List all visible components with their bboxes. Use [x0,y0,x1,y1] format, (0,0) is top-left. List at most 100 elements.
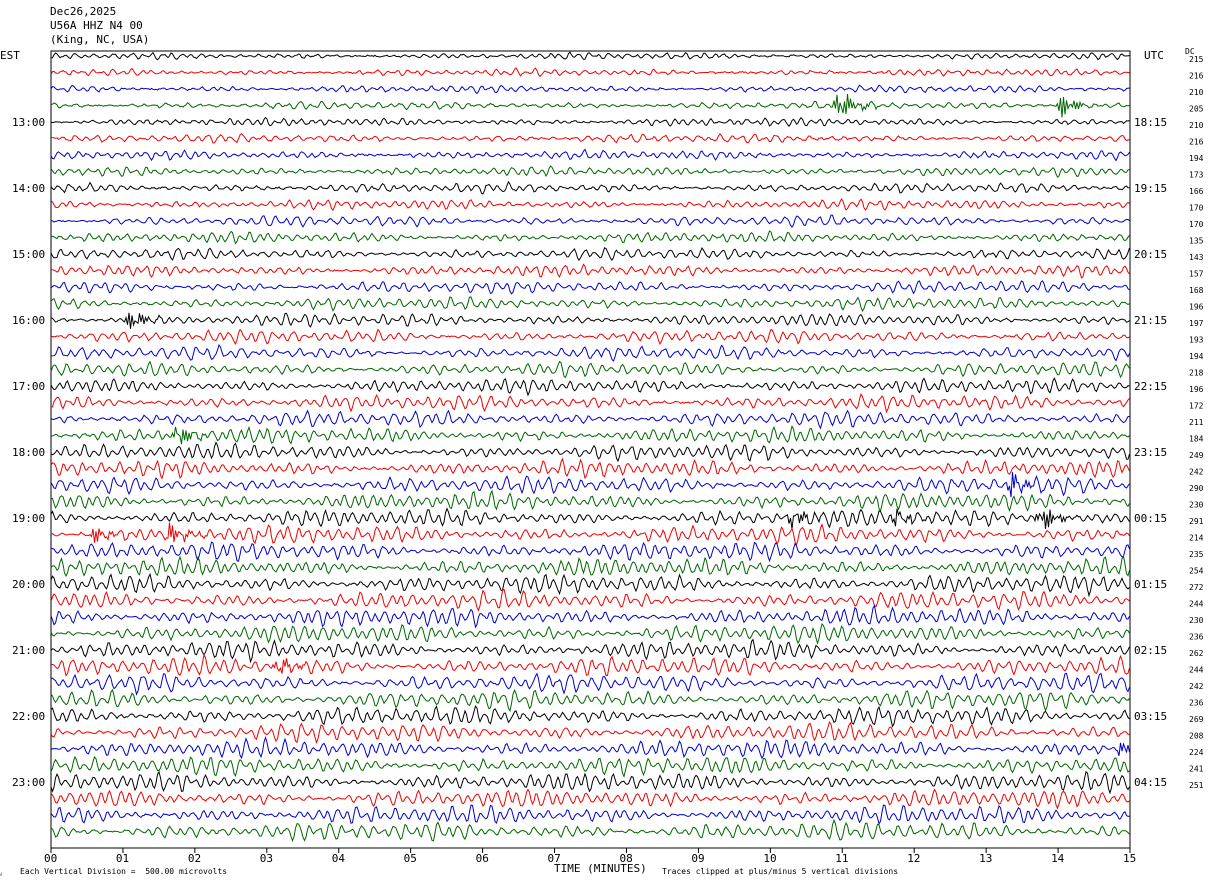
dc-offset-value: 184 [1189,435,1204,444]
trace-line [50,409,1130,430]
trace-line [50,425,1130,445]
dc-offset-value: 168 [1189,286,1204,295]
dc-offset-value: 135 [1189,237,1204,246]
dc-offset-value: 210 [1189,88,1204,97]
dc-offset-value: 242 [1189,468,1204,477]
dc-offset-value: 173 [1189,171,1204,180]
x-tick-label: 13 [979,852,992,865]
left-timezone-label: EST [0,49,20,62]
dc-offset-value: 197 [1189,319,1204,328]
dc-offset-value: 215 [1189,55,1204,64]
trace-line [50,67,1130,78]
x-tick-label: 12 [907,852,920,865]
x-tick-label: 07 [548,852,561,865]
trace-line [50,116,1130,128]
right-hour-label: 04:15 [1134,776,1167,789]
left-hour-label: 13:00 [12,116,45,129]
dc-offset-value: 216 [1189,138,1204,147]
trace-line [50,735,1130,760]
trace-line [50,133,1130,144]
x-tick-label: 00 [44,852,57,865]
dc-offset-value: 193 [1189,336,1204,345]
right-hour-label: 22:15 [1134,380,1167,393]
dc-offset-value: 236 [1189,633,1204,642]
trace-line [50,804,1130,825]
dc-offset-value: 218 [1189,369,1204,378]
trace-line [50,755,1130,778]
left-hour-label: 20:00 [12,578,45,591]
trace-line [50,818,1130,843]
dc-offset-value: 194 [1189,352,1204,361]
dc-offset-value: 196 [1189,385,1204,394]
dc-offset-value: 269 [1189,715,1204,724]
left-hour-label: 22:00 [12,710,45,723]
right-hour-label: 20:15 [1134,248,1167,261]
dc-offset-value: 170 [1189,220,1204,229]
dc-offset-value: 249 [1189,451,1204,460]
left-hour-label: 21:00 [12,644,45,657]
trace-line [50,507,1130,530]
dc-offset-value: 230 [1189,501,1204,510]
trace-line [50,441,1130,463]
dc-offset-value: 208 [1189,732,1204,741]
left-hour-label: 18:00 [12,446,45,459]
x-tick-label: 01 [116,852,129,865]
dc-offset-value: 216 [1189,72,1204,81]
x-tick-label: 08 [619,852,632,865]
dc-column-label: DC [1185,47,1195,56]
dc-offset-value: 157 [1189,270,1204,279]
trace-group [50,51,1130,843]
trace-line [50,263,1130,279]
dc-offset-value: 262 [1189,649,1204,658]
footer-icon: ⁁ [0,867,2,876]
trace-line [50,230,1130,245]
right-timezone-label: UTC [1144,49,1164,62]
right-hour-label: 23:15 [1134,446,1167,459]
clip-note: Traces clipped at plus/minus 5 vertical … [662,867,899,876]
left-hour-label: 17:00 [12,380,45,393]
trace-line [50,522,1130,547]
trace-line [50,148,1130,162]
dc-offset-value: 290 [1189,484,1204,493]
dc-offset-value: 214 [1189,534,1204,543]
trace-line [50,688,1130,713]
dc-offset-value: 143 [1189,253,1204,262]
trace-line [50,51,1130,61]
trace-line [50,344,1130,362]
x-tick-label: 09 [691,852,704,865]
trace-line [50,770,1130,795]
left-hour-label: 15:00 [12,248,45,261]
dc-offset-value: 251 [1189,781,1204,790]
x-tick-label: 02 [188,852,201,865]
dc-offset-value: 244 [1189,600,1204,609]
trace-line [50,554,1130,578]
trace-line [51,541,1130,563]
trace-line [50,622,1130,645]
trace-line [50,588,1130,612]
trace-line [50,472,1130,498]
x-tick-label: 03 [260,852,273,865]
dc-offset-value: 230 [1189,616,1204,625]
trace-line [50,604,1130,629]
x-tick-label: 10 [763,852,776,865]
dc-offset-value: 172 [1189,402,1204,411]
dc-offset-value: 196 [1189,303,1204,312]
dc-offset-value: 244 [1189,666,1204,675]
station-id: U56A HHZ N4 00 [50,19,143,32]
scale-note: Each Vertical Division = 500.00 microvol… [20,867,228,876]
x-tick-label: 06 [476,852,489,865]
right-hour-label: 03:15 [1134,710,1167,723]
trace-line [50,377,1130,397]
trace-line [50,788,1130,810]
x-tick-label: 15 [1123,852,1136,865]
right-hour-label: 01:15 [1134,578,1167,591]
trace-line [50,720,1130,745]
x-tick-label: 05 [404,852,417,865]
trace-line [50,653,1130,677]
trace-line [50,84,1130,95]
dc-offset-value: 210 [1189,121,1204,130]
dc-offset-value: 194 [1189,154,1204,163]
x-tick-label: 14 [1051,852,1065,865]
dc-offset-value: 291 [1189,517,1204,526]
